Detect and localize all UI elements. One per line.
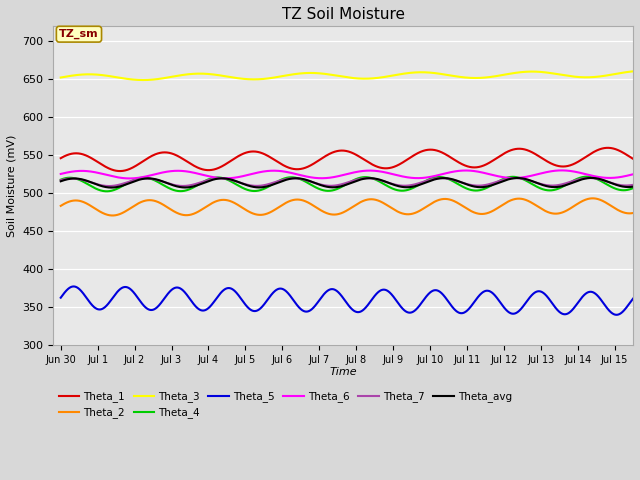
- Theta_6: [57, 171, 65, 177]
- Theta_4: [102, 189, 110, 194]
- Line: Theta_2: Theta_2: [61, 198, 633, 216]
- Theta_avg: [57, 179, 65, 184]
- Theta_6: [320, 175, 328, 181]
- Theta_2: [629, 210, 637, 216]
- Theta_2: [86, 203, 94, 208]
- Theta_2: [57, 203, 65, 209]
- Theta_avg: [86, 179, 94, 185]
- Legend: Theta_1, Theta_2, Theta_3, Theta_4, Theta_5, Theta_6, Theta_7, Theta_avg: Theta_1, Theta_2, Theta_3, Theta_4, Thet…: [58, 392, 513, 419]
- Theta_6: [86, 168, 94, 174]
- Text: TZ_sm: TZ_sm: [59, 29, 99, 39]
- Theta_7: [629, 182, 637, 188]
- Theta_2: [335, 211, 343, 216]
- Theta_4: [583, 174, 591, 180]
- Theta_3: [86, 72, 94, 77]
- Theta_avg: [588, 175, 595, 181]
- Line: Theta_1: Theta_1: [61, 148, 633, 171]
- Theta_4: [613, 186, 621, 192]
- Theta_2: [613, 206, 621, 212]
- Theta_3: [629, 69, 637, 74]
- Theta_3: [613, 71, 621, 77]
- Theta_3: [320, 71, 328, 77]
- Theta_6: [126, 176, 134, 181]
- Theta_6: [613, 175, 621, 180]
- Theta_avg: [335, 184, 343, 190]
- Y-axis label: Soil Moisture (mV): Soil Moisture (mV): [7, 134, 17, 237]
- Theta_2: [109, 213, 116, 218]
- Theta_4: [613, 186, 621, 192]
- Theta_4: [86, 182, 94, 188]
- Theta_avg: [320, 183, 328, 189]
- Theta_7: [86, 179, 94, 185]
- Theta_5: [57, 295, 65, 300]
- Theta_1: [57, 156, 65, 161]
- Theta_7: [613, 181, 621, 187]
- Theta_5: [629, 296, 637, 301]
- Theta_6: [508, 175, 515, 181]
- Theta_7: [586, 175, 593, 181]
- Theta_avg: [613, 182, 621, 188]
- Theta_1: [508, 147, 515, 153]
- Theta_1: [335, 148, 343, 154]
- X-axis label: Time: Time: [330, 367, 357, 377]
- Theta_5: [508, 311, 515, 316]
- Line: Theta_7: Theta_7: [61, 178, 633, 186]
- Theta_5: [612, 312, 620, 318]
- Theta_7: [335, 182, 343, 188]
- Theta_2: [508, 197, 515, 203]
- Theta_7: [105, 183, 113, 189]
- Theta_avg: [629, 184, 637, 190]
- Theta_4: [508, 174, 515, 180]
- Theta_1: [320, 154, 328, 160]
- Theta_5: [613, 312, 621, 318]
- Theta_4: [320, 188, 328, 193]
- Line: Theta_3: Theta_3: [61, 72, 633, 80]
- Theta_5: [70, 284, 77, 289]
- Theta_2: [613, 206, 621, 212]
- Theta_2: [589, 195, 596, 201]
- Theta_6: [629, 171, 637, 177]
- Theta_avg: [508, 176, 515, 181]
- Line: Theta_5: Theta_5: [61, 287, 633, 315]
- Line: Theta_4: Theta_4: [61, 177, 633, 192]
- Theta_1: [86, 155, 94, 160]
- Theta_3: [57, 74, 65, 80]
- Theta_3: [335, 73, 343, 79]
- Theta_7: [613, 181, 621, 187]
- Theta_avg: [108, 185, 115, 191]
- Theta_2: [320, 209, 328, 215]
- Theta_6: [558, 168, 566, 173]
- Theta_6: [335, 173, 343, 179]
- Theta_5: [86, 300, 94, 306]
- Theta_5: [335, 290, 343, 296]
- Theta_7: [57, 177, 65, 183]
- Theta_4: [57, 177, 65, 182]
- Theta_5: [320, 291, 328, 297]
- Line: Theta_6: Theta_6: [61, 170, 633, 179]
- Line: Theta_avg: Theta_avg: [61, 178, 633, 188]
- Theta_1: [613, 147, 621, 153]
- Theta_1: [116, 168, 124, 174]
- Theta_3: [612, 71, 620, 77]
- Theta_1: [613, 147, 621, 153]
- Theta_3: [508, 71, 515, 76]
- Theta_1: [604, 145, 612, 151]
- Theta_4: [335, 185, 343, 191]
- Theta_avg: [613, 182, 621, 188]
- Theta_7: [508, 175, 515, 181]
- Theta_1: [629, 156, 637, 162]
- Theta_4: [629, 185, 637, 191]
- Theta_3: [140, 77, 147, 83]
- Theta_6: [613, 175, 621, 180]
- Theta_5: [613, 312, 621, 318]
- Theta_7: [320, 182, 328, 188]
- Title: TZ Soil Moisture: TZ Soil Moisture: [282, 7, 404, 22]
